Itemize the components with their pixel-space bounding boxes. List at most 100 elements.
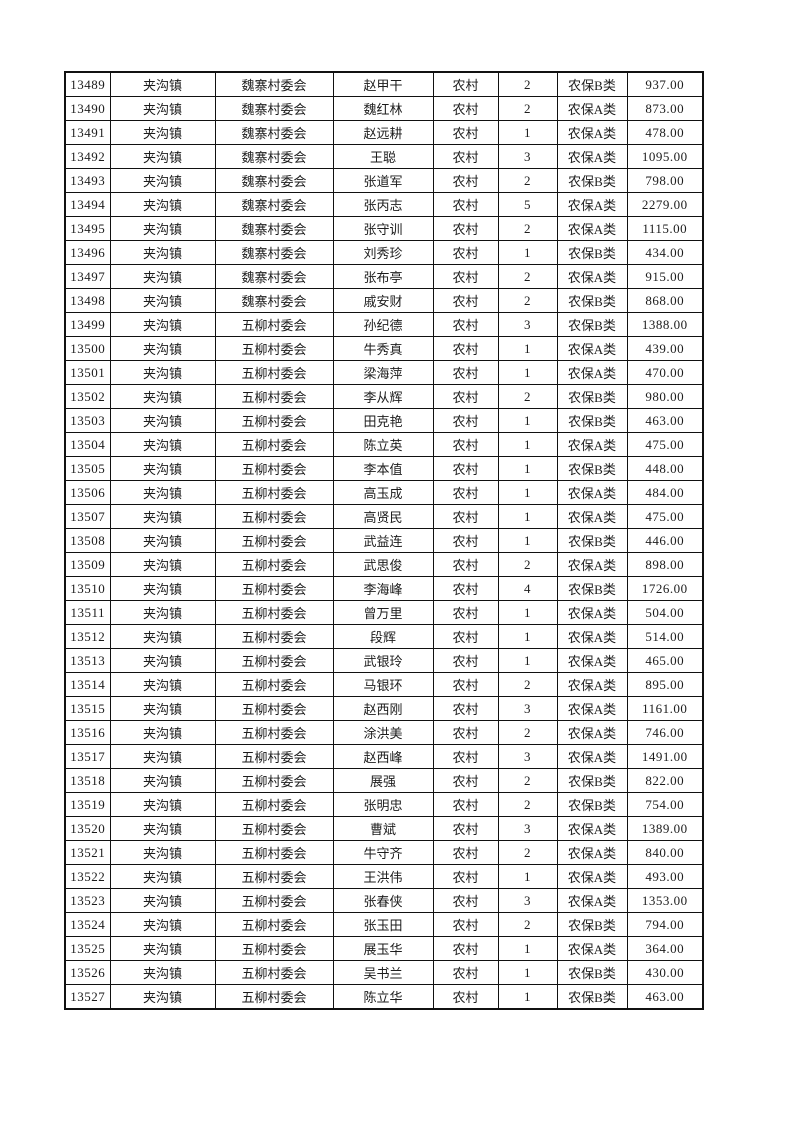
cell-residence-type: 农村 <box>432 648 499 673</box>
cell-person-name: 赵甲干 <box>332 71 434 97</box>
cell-village-committee: 五柳村委会 <box>214 528 334 553</box>
cell-person-name: 牛守齐 <box>332 840 434 865</box>
table-row: 13517 夹沟镇 五柳村委会 赵西峰 农村 3 农保A类 1491.00 <box>64 744 704 769</box>
table-row: 13511 夹沟镇 五柳村委会 曾万里 农村 1 农保A类 504.00 <box>64 600 704 625</box>
cell-person-name: 高玉成 <box>332 480 434 505</box>
cell-residence-type: 农村 <box>432 71 499 97</box>
cell-residence-type: 农村 <box>432 768 499 793</box>
cell-village-committee: 五柳村委会 <box>214 456 334 481</box>
cell-town: 夹沟镇 <box>109 672 216 697</box>
cell-record-id: 13500 <box>64 336 111 361</box>
cell-record-id: 13491 <box>64 120 111 145</box>
cell-village-committee: 五柳村委会 <box>214 792 334 817</box>
cell-insurance-class: 农保B类 <box>556 912 628 937</box>
cell-town: 夹沟镇 <box>109 144 216 169</box>
cell-village-committee: 五柳村委会 <box>214 840 334 865</box>
cell-town: 夹沟镇 <box>109 216 216 241</box>
cell-amount: 1115.00 <box>626 216 704 241</box>
cell-person-name: 孙纪德 <box>332 312 434 337</box>
cell-person-count: 1 <box>497 960 558 985</box>
cell-amount: 484.00 <box>626 480 704 505</box>
cell-village-committee: 五柳村委会 <box>214 816 334 841</box>
cell-person-count: 2 <box>497 216 558 241</box>
cell-village-committee: 五柳村委会 <box>214 432 334 457</box>
cell-residence-type: 农村 <box>432 528 499 553</box>
cell-insurance-class: 农保A类 <box>556 864 628 889</box>
cell-person-name: 段辉 <box>332 624 434 649</box>
cell-residence-type: 农村 <box>432 432 499 457</box>
cell-person-name: 吴书兰 <box>332 960 434 985</box>
cell-town: 夹沟镇 <box>109 360 216 385</box>
cell-person-count: 1 <box>497 480 558 505</box>
cell-person-name: 展强 <box>332 768 434 793</box>
cell-village-committee: 五柳村委会 <box>214 600 334 625</box>
cell-residence-type: 农村 <box>432 384 499 409</box>
cell-person-count: 1 <box>497 864 558 889</box>
cell-insurance-class: 农保B类 <box>556 288 628 313</box>
cell-amount: 915.00 <box>626 264 704 289</box>
cell-amount: 1353.00 <box>626 888 704 913</box>
cell-record-id: 13499 <box>64 312 111 337</box>
cell-person-name: 曾万里 <box>332 600 434 625</box>
cell-town: 夹沟镇 <box>109 648 216 673</box>
cell-residence-type: 农村 <box>432 120 499 145</box>
cell-amount: 895.00 <box>626 672 704 697</box>
cell-residence-type: 农村 <box>432 912 499 937</box>
cell-town: 夹沟镇 <box>109 768 216 793</box>
table-row: 13509 夹沟镇 五柳村委会 武思俊 农村 2 农保A类 898.00 <box>64 552 704 577</box>
cell-amount: 475.00 <box>626 432 704 457</box>
cell-town: 夹沟镇 <box>109 744 216 769</box>
cell-insurance-class: 农保A类 <box>556 840 628 865</box>
table-row: 13505 夹沟镇 五柳村委会 李本值 农村 1 农保B类 448.00 <box>64 456 704 481</box>
cell-town: 夹沟镇 <box>109 696 216 721</box>
cell-amount: 937.00 <box>626 71 704 97</box>
cell-person-name: 赵西刚 <box>332 696 434 721</box>
cell-town: 夹沟镇 <box>109 480 216 505</box>
cell-insurance-class: 农保B类 <box>556 408 628 433</box>
table-row: 13512 夹沟镇 五柳村委会 段辉 农村 1 农保A类 514.00 <box>64 624 704 649</box>
cell-record-id: 13507 <box>64 504 111 529</box>
cell-record-id: 13513 <box>64 648 111 673</box>
cell-record-id: 13526 <box>64 960 111 985</box>
table-row: 13499 夹沟镇 五柳村委会 孙纪德 农村 3 农保B类 1388.00 <box>64 312 704 337</box>
cell-amount: 1095.00 <box>626 144 704 169</box>
cell-residence-type: 农村 <box>432 744 499 769</box>
cell-amount: 980.00 <box>626 384 704 409</box>
cell-residence-type: 农村 <box>432 984 499 1010</box>
cell-amount: 448.00 <box>626 456 704 481</box>
cell-record-id: 13490 <box>64 96 111 121</box>
cell-record-id: 13512 <box>64 624 111 649</box>
cell-person-count: 1 <box>497 600 558 625</box>
cell-person-name: 陈立华 <box>332 984 434 1010</box>
cell-residence-type: 农村 <box>432 960 499 985</box>
cell-village-committee: 五柳村委会 <box>214 408 334 433</box>
cell-amount: 1388.00 <box>626 312 704 337</box>
cell-person-count: 3 <box>497 744 558 769</box>
cell-person-count: 2 <box>497 96 558 121</box>
cell-village-committee: 五柳村委会 <box>214 624 334 649</box>
cell-residence-type: 农村 <box>432 504 499 529</box>
cell-amount: 822.00 <box>626 768 704 793</box>
cell-record-id: 13522 <box>64 864 111 889</box>
cell-residence-type: 农村 <box>432 816 499 841</box>
cell-insurance-class: 农保B类 <box>556 71 628 97</box>
cell-insurance-class: 农保A类 <box>556 264 628 289</box>
cell-town: 夹沟镇 <box>109 552 216 577</box>
cell-record-id: 13494 <box>64 192 111 217</box>
cell-record-id: 13497 <box>64 264 111 289</box>
cell-person-name: 马银环 <box>332 672 434 697</box>
cell-person-count: 2 <box>497 288 558 313</box>
cell-person-count: 3 <box>497 888 558 913</box>
cell-village-committee: 五柳村委会 <box>214 672 334 697</box>
cell-person-count: 2 <box>497 840 558 865</box>
cell-town: 夹沟镇 <box>109 960 216 985</box>
cell-insurance-class: 农保A类 <box>556 672 628 697</box>
cell-residence-type: 农村 <box>432 96 499 121</box>
table-row: 13496 夹沟镇 魏寨村委会 刘秀珍 农村 1 农保B类 434.00 <box>64 240 704 265</box>
cell-insurance-class: 农保B类 <box>556 960 628 985</box>
cell-town: 夹沟镇 <box>109 816 216 841</box>
cell-record-id: 13523 <box>64 888 111 913</box>
cell-residence-type: 农村 <box>432 456 499 481</box>
cell-amount: 2279.00 <box>626 192 704 217</box>
cell-person-count: 1 <box>497 432 558 457</box>
